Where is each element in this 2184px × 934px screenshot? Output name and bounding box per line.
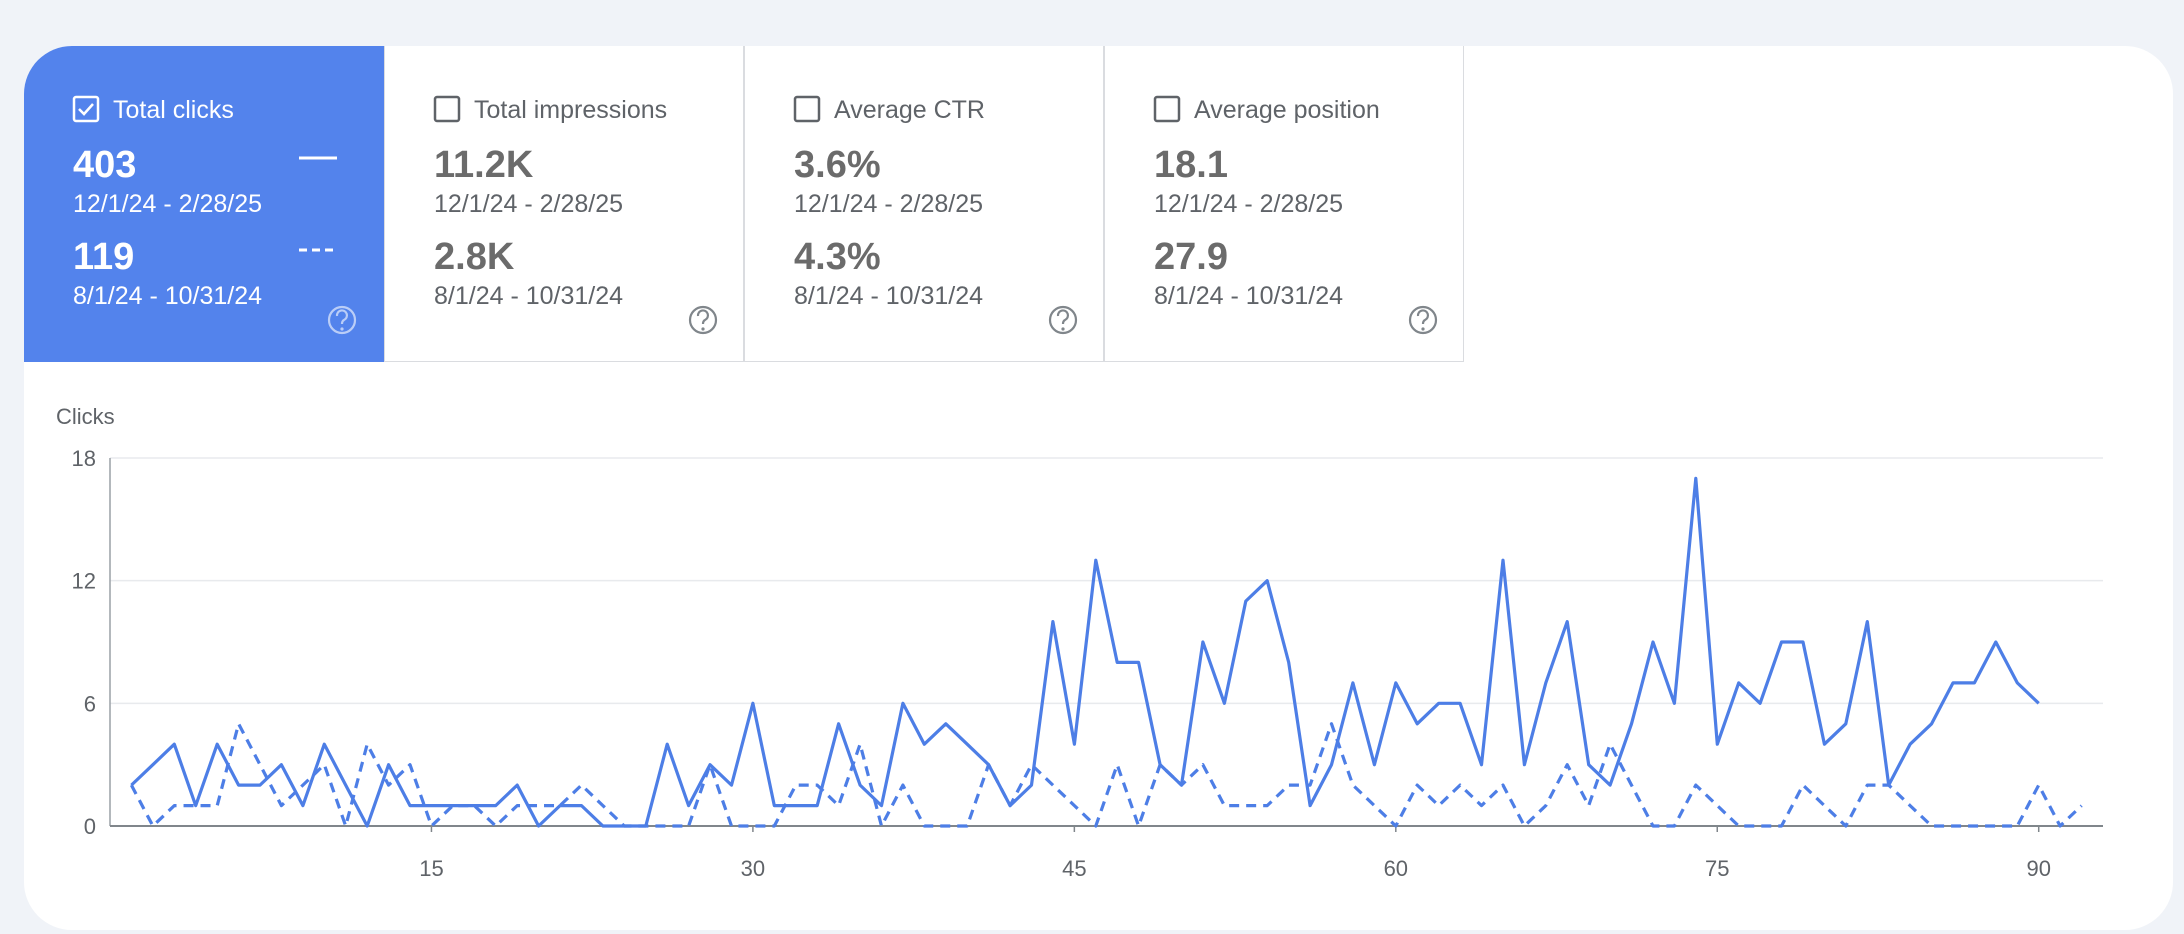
previous-range: 8/1/24 - 10/31/24	[73, 282, 263, 310]
help-dot	[1421, 327, 1425, 331]
x-tick-label: 30	[741, 856, 765, 881]
y-tick-label: 0	[84, 814, 96, 839]
help-icon[interactable]	[1048, 305, 1078, 335]
help-mark	[335, 309, 349, 325]
current-value: 3.6%	[794, 144, 881, 186]
checkmark	[78, 103, 94, 116]
previous-value: 27.9	[1154, 236, 1228, 278]
x-tick-label: 75	[1705, 856, 1729, 881]
metric-label: Average CTR	[834, 96, 985, 124]
tile-icons	[793, 95, 1078, 335]
metric-tile[interactable]: Average position 18.1 12/1/24 - 2/28/25 27.…	[1104, 46, 1464, 362]
help-mark	[1056, 309, 1070, 325]
x-tick-label: 90	[2026, 856, 2050, 881]
checkbox[interactable]	[72, 95, 100, 123]
checkbox[interactable]	[1153, 95, 1181, 123]
y-tick-label: 18	[72, 446, 96, 471]
y-tick-label: 12	[72, 569, 96, 594]
current-range: 12/1/24 - 2/28/25	[794, 190, 984, 218]
metric-label: Total clicks	[113, 96, 234, 124]
current-range: 12/1/24 - 2/28/25	[434, 190, 624, 218]
metric-tile[interactable]: Average CTR 3.6% 12/1/24 - 2/28/25 4.3% 8/1/…	[744, 46, 1104, 362]
chart: Clicks 0 6 12 18 15 30 45 60 75 90	[56, 404, 2103, 881]
x-tick-label: 60	[1384, 856, 1408, 881]
x-tick-label: 45	[1062, 856, 1086, 881]
previous-range: 8/1/24 - 10/31/24	[1154, 282, 1344, 310]
current-range: 12/1/24 - 2/28/25	[1154, 190, 1344, 218]
checkbox[interactable]	[433, 95, 461, 123]
help-dot	[340, 327, 344, 331]
current-value: 18.1	[1154, 144, 1228, 186]
y-axis-label: Clicks	[56, 404, 115, 429]
y-tick-label: 6	[84, 691, 96, 716]
x-tick-label: 15	[419, 856, 443, 881]
performance-card: Clicks 0 6 12 18 15 30 45 60 75 90 Total clicks 40…	[24, 46, 2173, 930]
metric-tile[interactable]: Total impressions 11.2K 12/1/24 - 2/28/25 2…	[384, 46, 744, 362]
tile-icons	[72, 95, 357, 335]
help-icon[interactable]	[688, 305, 718, 335]
help-mark	[1416, 309, 1430, 325]
help-icon[interactable]	[1408, 305, 1438, 335]
metric-tile[interactable]: Total clicks 403 12/1/24 - 2/28/25 119 8/1/2…	[24, 46, 384, 362]
previous-value: 4.3%	[794, 236, 881, 278]
previous-range: 8/1/24 - 10/31/24	[794, 282, 984, 310]
series-line	[130, 476, 2040, 828]
previous-value: 2.8K	[434, 236, 515, 278]
previous-range: 8/1/24 - 10/31/24	[434, 282, 624, 310]
checkbox[interactable]	[793, 95, 821, 123]
help-mark	[696, 309, 710, 325]
help-dot	[701, 327, 705, 331]
help-dot	[1061, 327, 1065, 331]
metric-label: Total impressions	[474, 96, 668, 124]
metric-label: Average position	[1194, 96, 1380, 124]
current-value: 403	[73, 144, 137, 186]
current-range: 12/1/24 - 2/28/25	[73, 190, 263, 218]
series-line	[129, 722, 2083, 828]
tile-icons	[433, 95, 718, 335]
help-icon[interactable]	[327, 305, 357, 335]
current-value: 11.2K	[434, 144, 534, 186]
previous-value: 119	[73, 236, 135, 278]
tile-icons	[1153, 95, 1438, 335]
